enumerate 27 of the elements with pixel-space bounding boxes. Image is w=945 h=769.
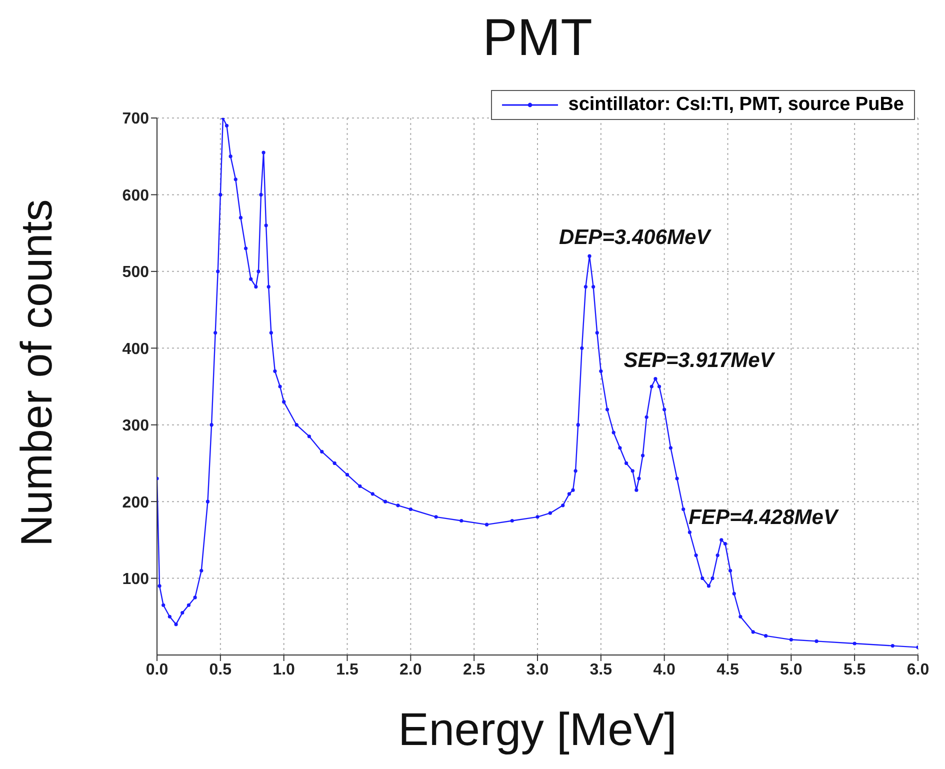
annotation: DEP=3.406MeV <box>558 226 712 250</box>
x-tick-label: 1.0 <box>272 661 296 678</box>
y-axis-title: Number of counts <box>12 199 62 546</box>
x-tick-label: 3.5 <box>590 661 612 678</box>
x-tick-label: 2.0 <box>400 661 422 678</box>
x-tick-label: 1.5 <box>336 661 358 678</box>
legend-label: scintillator: CsI:TI, PMT, source PuBe <box>568 94 904 116</box>
annotation: SEP=3.917MeV <box>624 348 776 372</box>
x-tick-label: 2.5 <box>462 661 486 678</box>
x-tick-label: 0.0 <box>146 661 168 678</box>
x-tick-label: 5.0 <box>780 661 802 678</box>
y-tick-label: 100 <box>122 570 150 588</box>
x-tick-label: 4.5 <box>716 661 739 678</box>
chart-title: PMT <box>482 8 594 68</box>
y-tick-label: 700 <box>122 110 150 128</box>
x-axis-title: Energy [MeV] <box>398 703 677 755</box>
y-tick-label: 300 <box>122 418 150 435</box>
y-tick-label: 500 <box>122 264 150 282</box>
x-tick-label: 0.5 <box>209 661 232 678</box>
y-tick-label: 200 <box>122 494 150 512</box>
y-tick-label: 600 <box>122 187 150 204</box>
y-tick-label: 400 <box>122 340 150 358</box>
x-tick-label: 6.0 <box>906 661 930 678</box>
x-tick-label: 4.0 <box>653 661 676 678</box>
x-tick-label: 3.0 <box>526 661 549 678</box>
annotation: FEP=4.428MeV <box>688 506 840 530</box>
x-tick-label: 5.5 <box>843 661 866 678</box>
